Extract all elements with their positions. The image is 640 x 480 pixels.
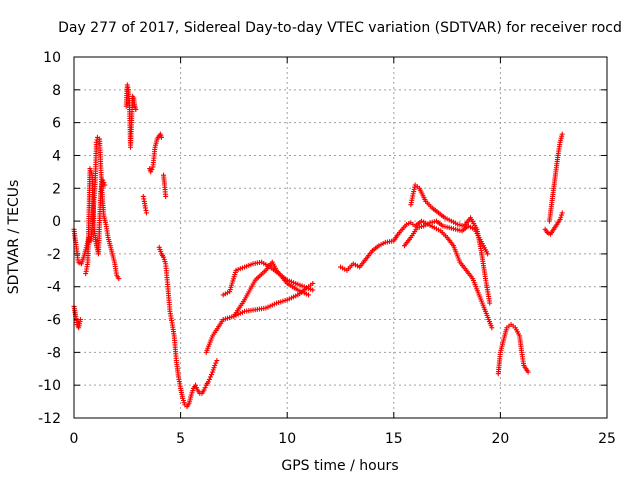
data-point xyxy=(158,134,164,140)
grid-lines xyxy=(74,57,607,418)
axis-ticks xyxy=(73,56,608,419)
series-segment-16 xyxy=(542,210,565,237)
data-point xyxy=(116,276,122,282)
series-segment-8 xyxy=(161,172,169,199)
y-tick-label: -2 xyxy=(47,247,61,263)
data-point xyxy=(213,360,219,366)
y-tick-label: -4 xyxy=(47,280,61,296)
data-point xyxy=(202,385,208,391)
series-segment-6 xyxy=(147,131,164,175)
chart-title: Day 277 of 2017, Sidereal Day-to-day VTE… xyxy=(58,20,622,36)
x-tick-label: 15 xyxy=(385,431,403,447)
x-axis-label: GPS time / hours xyxy=(281,458,398,474)
data-point xyxy=(206,376,212,382)
data-point xyxy=(205,379,211,385)
data-point xyxy=(559,210,565,216)
data-point xyxy=(487,300,493,306)
data-point xyxy=(207,374,213,380)
series-segment-2 xyxy=(71,303,83,331)
data-point xyxy=(212,362,218,368)
y-tick-label: 6 xyxy=(52,116,61,132)
series-segment-15 xyxy=(495,321,531,377)
data-point xyxy=(101,180,107,186)
series-segment-12 xyxy=(338,218,495,331)
data-point xyxy=(77,317,83,323)
data-point xyxy=(193,382,199,388)
series-segment-1 xyxy=(71,134,122,282)
data-points xyxy=(71,82,565,410)
data-point xyxy=(306,292,312,298)
tick-labels: 0 5 10 15 20 25 -12 -10 -8 -6 -4 -2 0 2 4 6 8 10 xyxy=(38,50,616,447)
data-point xyxy=(194,385,200,391)
data-point xyxy=(201,387,207,393)
data-point xyxy=(133,107,139,113)
y-axis-label: SDTVAR / TECUs xyxy=(6,180,22,295)
data-point xyxy=(149,166,155,172)
data-point xyxy=(489,325,495,331)
data-point xyxy=(163,193,169,199)
y-tick-label: 10 xyxy=(43,50,61,66)
x-tick-label: 0 xyxy=(70,431,79,447)
data-point xyxy=(100,177,106,183)
data-point xyxy=(310,280,316,286)
x-tick-label: 10 xyxy=(278,431,296,447)
y-tick-label: -6 xyxy=(47,313,61,329)
data-point xyxy=(310,287,316,293)
series-segment-3 xyxy=(83,166,108,277)
series-segment-4 xyxy=(123,82,139,150)
y-tick-label: 2 xyxy=(52,181,61,197)
data-point xyxy=(214,358,220,364)
data-point xyxy=(102,182,108,188)
x-tick-label: 5 xyxy=(176,431,185,447)
series-segment-7 xyxy=(156,244,220,410)
x-tick-label: 20 xyxy=(491,431,509,447)
data-point xyxy=(143,210,149,216)
data-point xyxy=(559,131,565,137)
y-tick-label: 8 xyxy=(52,83,61,99)
series-segment-5 xyxy=(140,193,149,216)
series-segment-9 xyxy=(203,280,316,355)
data-point xyxy=(525,369,531,375)
series-segment-14 xyxy=(408,182,493,306)
data-point xyxy=(485,251,491,257)
plot-frame xyxy=(73,56,608,419)
y-tick-label: -12 xyxy=(38,411,61,427)
data-point xyxy=(148,169,154,175)
y-tick-label: 0 xyxy=(52,214,61,230)
data-point xyxy=(209,372,215,378)
y-tick-label: 4 xyxy=(52,148,61,164)
x-tick-label: 25 xyxy=(598,431,616,447)
y-tick-label: -8 xyxy=(47,345,61,361)
series-segment-17 xyxy=(546,131,565,224)
y-tick-label: -10 xyxy=(38,378,61,394)
series-segment-11 xyxy=(231,259,312,319)
